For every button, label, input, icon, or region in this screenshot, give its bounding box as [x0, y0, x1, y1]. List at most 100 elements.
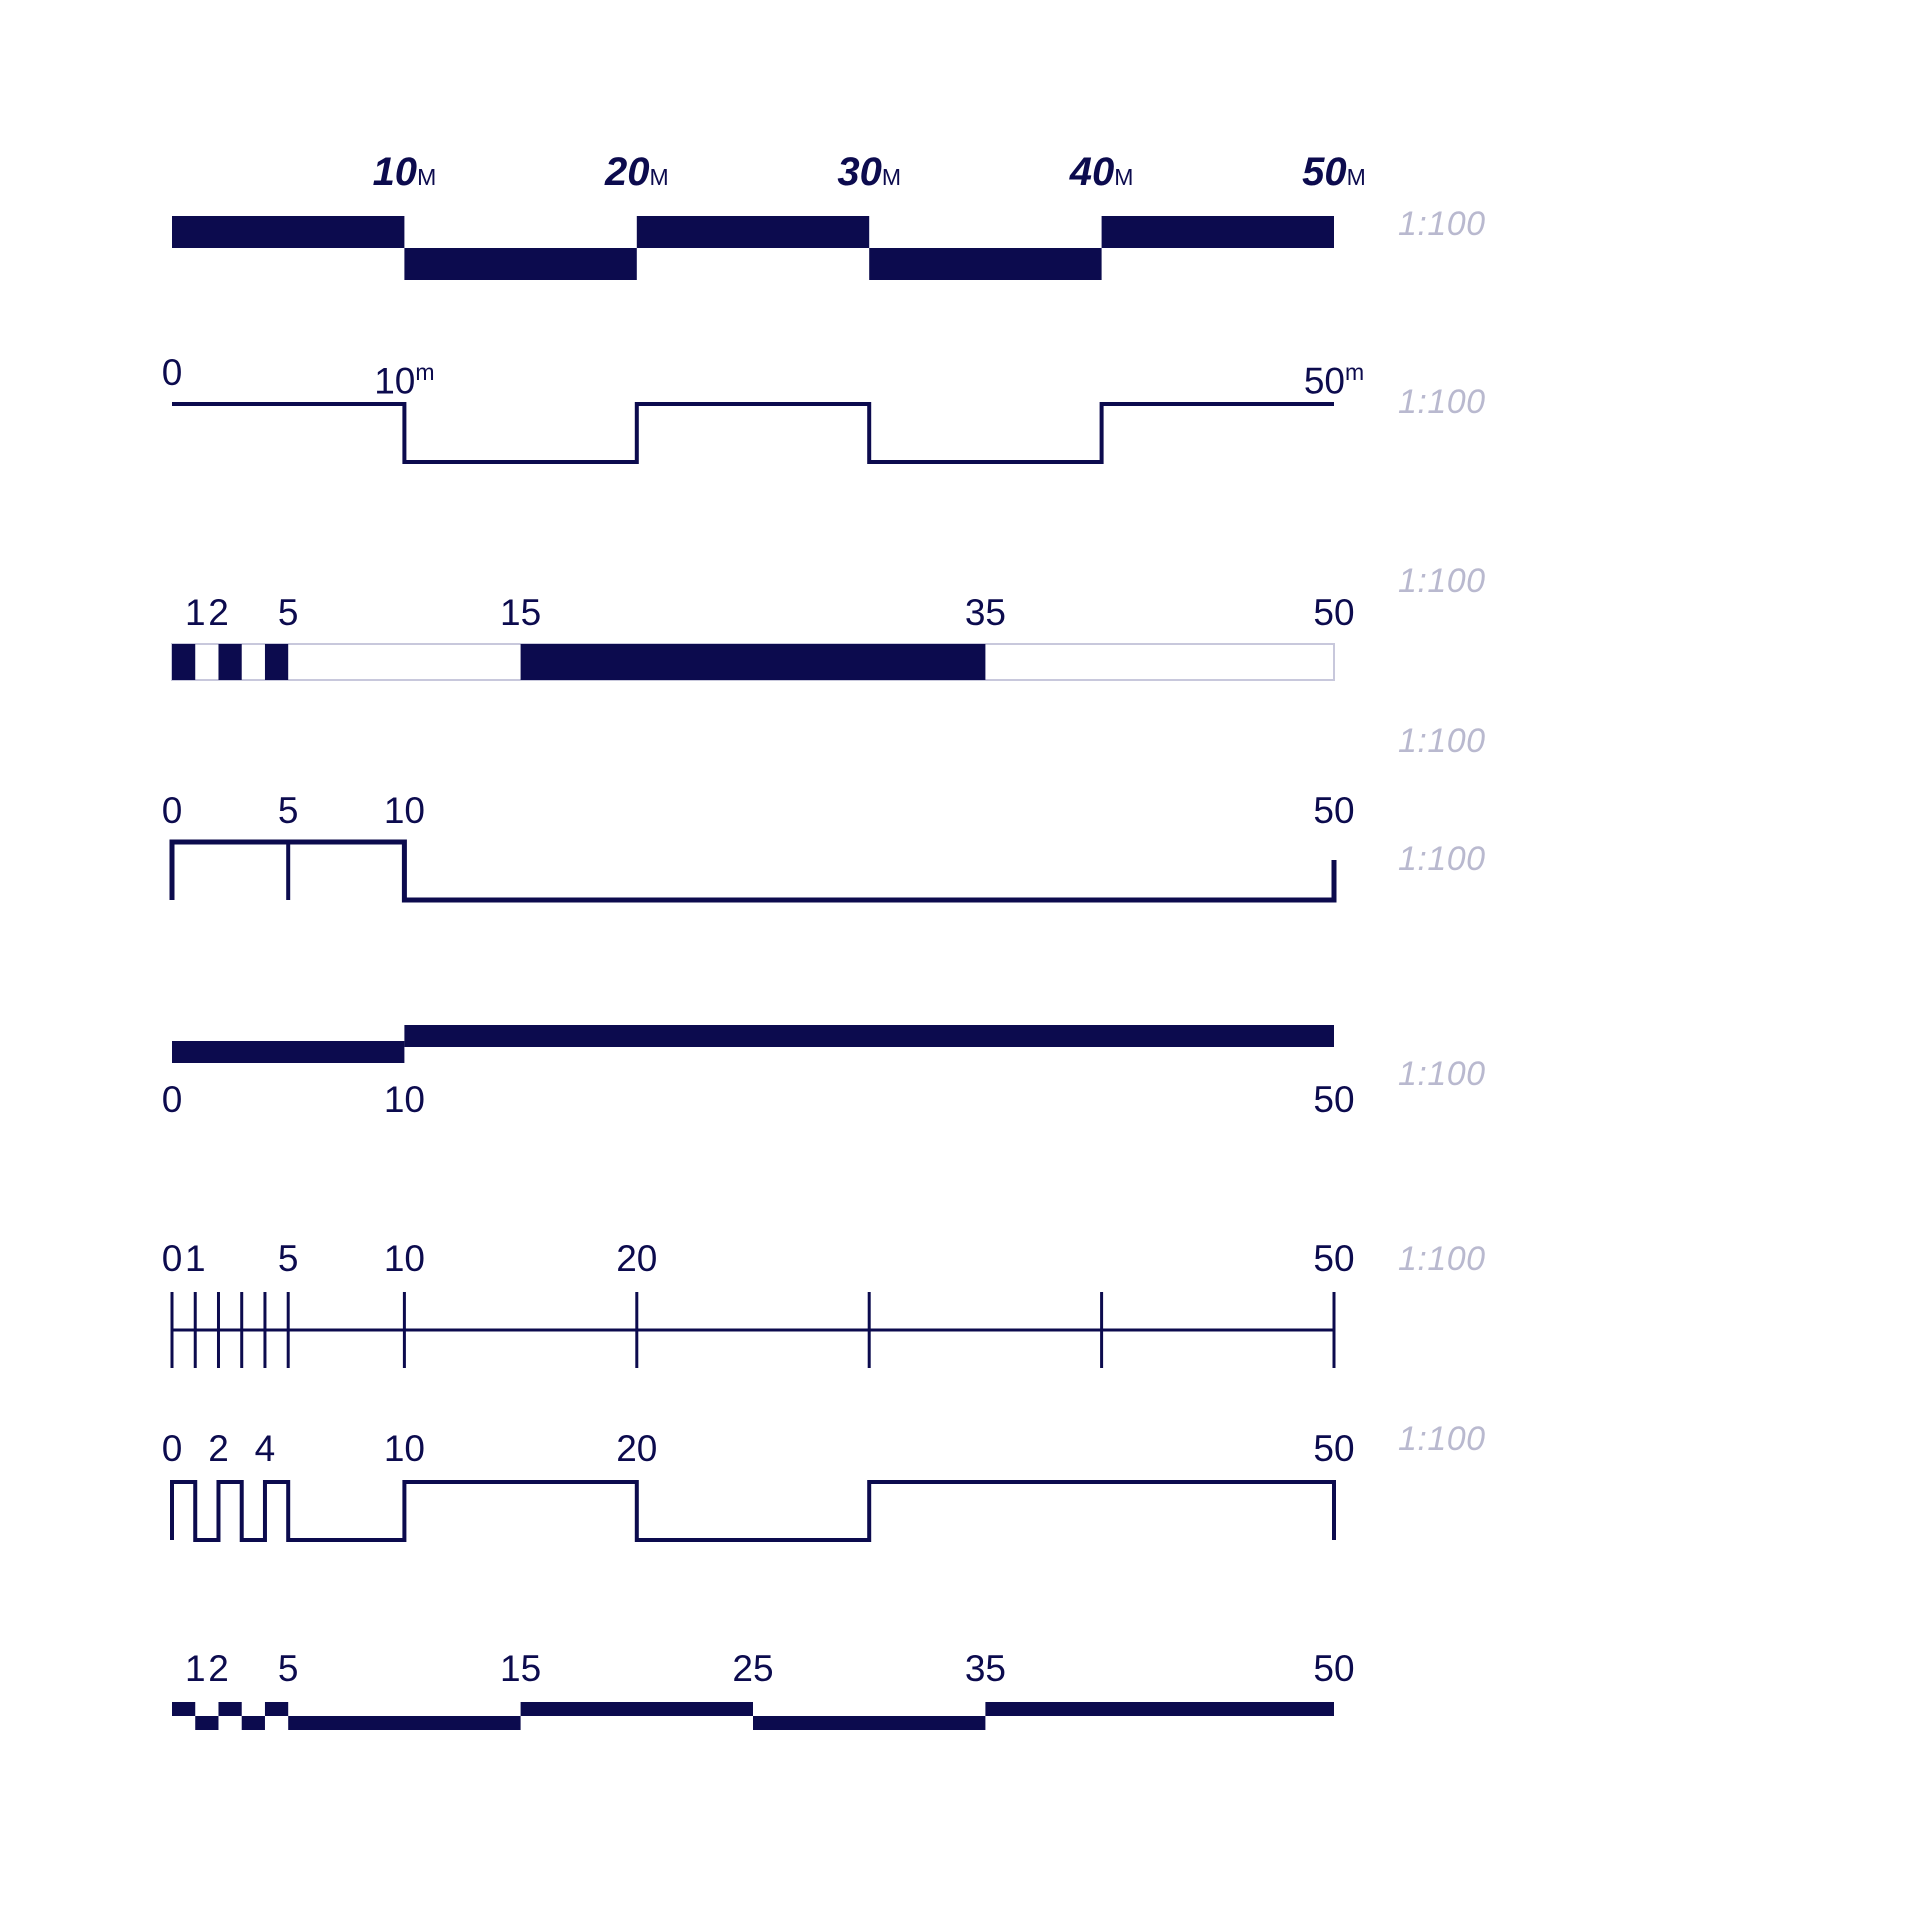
- scale-label: 4: [255, 1430, 276, 1467]
- scale-label: 50: [1313, 1430, 1354, 1467]
- scale-label-value: 50: [1313, 1648, 1355, 1689]
- scale-label-value: 0: [161, 1428, 183, 1469]
- scale-label: 30M: [837, 152, 901, 196]
- scale-label: 20M: [605, 152, 669, 196]
- scale-segment: [172, 1702, 196, 1716]
- scale-label-value: 0: [161, 1079, 183, 1120]
- scale-label: 35: [965, 1650, 1006, 1687]
- scale-label: 2: [208, 1650, 229, 1687]
- scale-label: 50: [1313, 792, 1354, 829]
- scale-label-value: 20: [616, 1238, 658, 1279]
- scale-label: 25: [732, 1650, 773, 1687]
- scale-label-value: 5: [277, 790, 299, 831]
- scale-segment: [753, 1716, 986, 1730]
- scale-label: 5: [278, 792, 299, 829]
- scale-label-value: 25: [732, 1648, 774, 1689]
- scale-label-value: 40: [1069, 150, 1115, 194]
- scale-label: 50: [1313, 1081, 1354, 1118]
- scale-label-value: 1: [184, 592, 206, 633]
- scale-label: 50M: [1302, 152, 1366, 196]
- scale-label: 20: [616, 1430, 657, 1467]
- scale-label-value: 10: [383, 1238, 425, 1279]
- scale-segment: [218, 644, 242, 680]
- scale-label: 10: [384, 1430, 425, 1467]
- scale-label-unit: M: [417, 164, 437, 190]
- scale-label: 5: [278, 1240, 299, 1277]
- scale-label-value: 2: [208, 1428, 229, 1469]
- scale-frame: [171, 643, 1335, 681]
- scale-segment: [172, 644, 196, 680]
- scale-label: 2: [208, 1430, 229, 1467]
- scale-label: 50m: [1304, 354, 1364, 399]
- scale-label: 10: [384, 1081, 425, 1118]
- scale-segment: [520, 1702, 753, 1716]
- scale-label: 0: [162, 1430, 183, 1467]
- scale-label: 2: [208, 594, 229, 631]
- scale-label: 5: [278, 594, 299, 631]
- scale-label-value: 30: [837, 150, 882, 194]
- scale-label: 35: [965, 594, 1006, 631]
- scale-label-value: 50: [1313, 1079, 1355, 1120]
- scale-segment: [195, 1716, 219, 1730]
- scale-label-unit: M: [1346, 164, 1366, 190]
- scale-label-value: 10: [383, 790, 425, 831]
- scale-label: 5: [278, 1650, 299, 1687]
- scale-ratio-label: 1:100: [1398, 1420, 1486, 1458]
- scale-segment: [218, 1702, 242, 1716]
- scale-label: 50: [1313, 1240, 1354, 1277]
- scale-label-value: 50: [1313, 1238, 1355, 1279]
- scale-outline: [170, 1480, 1336, 1542]
- scale-segment: [985, 1702, 1334, 1716]
- scale-label-value: 50: [1313, 790, 1355, 831]
- scale-segment: [520, 644, 986, 680]
- scale-label-value: 50: [1302, 150, 1347, 194]
- scale-row-8: [0, 0, 1920, 1730]
- scale-label-value: 5: [277, 1648, 299, 1689]
- scale-label: 15: [500, 594, 541, 631]
- scale-label-value: 0: [161, 352, 183, 393]
- scale-label-value: 0: [161, 790, 183, 831]
- scale-label: 0: [162, 1081, 183, 1118]
- scale-segment: [172, 216, 405, 248]
- scale-segment: [241, 1716, 265, 1730]
- scale-ratio-label: 1:100: [1398, 205, 1486, 243]
- scale-label: 1: [185, 594, 206, 631]
- scale-bracket: [169, 839, 1337, 903]
- scale-label-unit: m: [415, 359, 435, 385]
- scale-label-value: 20: [616, 1428, 658, 1469]
- scale-label-value: 5: [277, 1238, 299, 1279]
- scale-ratio-label: 1:100: [1398, 840, 1486, 878]
- scale-label: 40M: [1070, 152, 1134, 196]
- scale-label-value: 10: [383, 1428, 425, 1469]
- scale-ratio-label: 1:100: [1398, 1055, 1486, 1093]
- scale-segment: [404, 248, 637, 280]
- scale-segment: [869, 248, 1102, 280]
- scale-label: 20: [616, 1240, 657, 1277]
- scale-label-value: 1: [184, 1648, 206, 1689]
- scale-label-value: 5: [277, 592, 299, 633]
- scale-label-unit: m: [1344, 359, 1365, 385]
- scale-label: 0: [162, 1240, 183, 1277]
- scale-label-value: 20: [604, 150, 650, 194]
- scale-ratio-label: 1:100: [1398, 1240, 1486, 1278]
- scale-label: 1: [185, 1240, 206, 1277]
- scale-label: 10M: [373, 152, 437, 196]
- scale-label: 10: [384, 1240, 425, 1277]
- scale-segment: [264, 644, 289, 680]
- scale-label-value: 4: [254, 1428, 276, 1469]
- scale-ratio-label: 1:100: [1398, 383, 1486, 421]
- scale-label-value: 10: [383, 1079, 425, 1120]
- scale-label-value: 50: [1313, 592, 1355, 633]
- scale-label-value: 10: [372, 150, 418, 194]
- scale-label-value: 0: [161, 1238, 183, 1279]
- scale-label: 10m: [374, 354, 434, 399]
- scale-segment: [172, 1041, 405, 1063]
